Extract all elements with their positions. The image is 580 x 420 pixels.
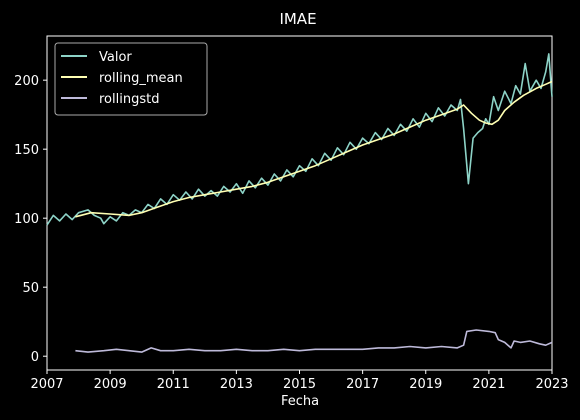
y-tick-label: 50 bbox=[22, 281, 39, 296]
y-tick-label: 100 bbox=[14, 212, 39, 227]
legend: Valor rolling_mean rollingstd bbox=[54, 42, 208, 116]
x-tick-label: 2015 bbox=[283, 377, 316, 392]
series-line-rollingstd bbox=[75, 329, 553, 353]
x-tick-label: 2009 bbox=[94, 377, 127, 392]
chart-title: IMAE bbox=[279, 10, 316, 28]
x-tick-label: 2021 bbox=[472, 377, 505, 392]
x-tick-label: 2017 bbox=[346, 377, 379, 392]
x-tick-label: 2019 bbox=[409, 377, 442, 392]
legend-box bbox=[54, 42, 208, 116]
legend-label: Valor bbox=[99, 50, 132, 65]
y-tick-label: 0 bbox=[31, 350, 39, 365]
x-tick-label: 2011 bbox=[157, 377, 190, 392]
x-axis-label: Fecha bbox=[281, 394, 319, 409]
x-tick-label: 2007 bbox=[30, 377, 63, 392]
x-tick-label: 2023 bbox=[535, 377, 568, 392]
series-lines bbox=[46, 53, 553, 353]
legend-label: rolling_mean bbox=[99, 71, 183, 86]
plot-axes: 0 50 100 150 200 2007 2009 2011 2013 2015 2017 2019… bbox=[14, 35, 569, 392]
legend-label: rollingstd bbox=[99, 92, 159, 107]
x-tick-label: 2013 bbox=[220, 377, 253, 392]
series-line-rolling-mean bbox=[75, 80, 553, 218]
y-tick-label: 150 bbox=[14, 143, 39, 158]
y-tick-label: 200 bbox=[14, 74, 39, 89]
